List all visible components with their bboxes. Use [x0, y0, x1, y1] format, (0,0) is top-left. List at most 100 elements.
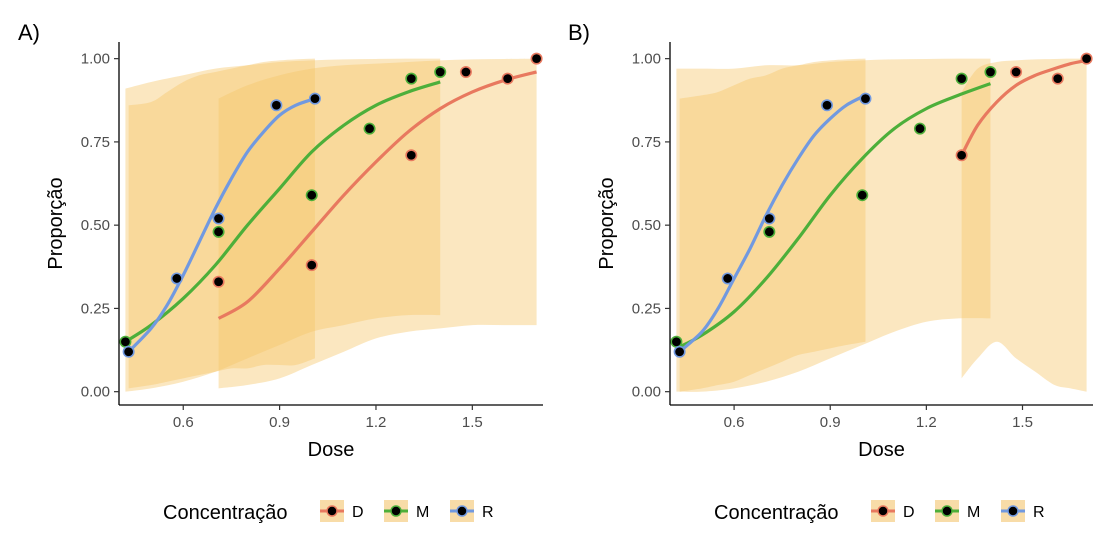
y-tick-label: 1.00	[81, 51, 110, 68]
observed-points	[670, 52, 1093, 358]
legend-key-D	[320, 500, 344, 522]
ci-band-M	[676, 58, 991, 392]
point-D	[1010, 65, 1023, 78]
point-R	[721, 272, 734, 285]
panel-tag: B)	[568, 20, 590, 45]
fit-line-D	[217, 70, 537, 320]
x-tick-label: 1.2	[366, 414, 387, 431]
fit-line-D	[960, 58, 1087, 156]
x-tick-label: 1.5	[1012, 414, 1033, 431]
y-tick-label: 0.00	[81, 384, 110, 401]
panel-tag: A)	[18, 20, 40, 45]
point-R	[673, 345, 686, 358]
x-axis-title: Dose	[858, 439, 905, 461]
legend-key-R	[1001, 500, 1025, 522]
legend-key-point	[877, 505, 889, 517]
point-D	[405, 149, 418, 162]
y-tick-label: 0.00	[632, 384, 661, 401]
point-R	[859, 92, 872, 105]
point-R	[122, 345, 135, 358]
point-M	[913, 122, 926, 135]
point-D	[1051, 72, 1064, 85]
legend-title: Concentração	[714, 502, 839, 524]
confidence-bands	[676, 58, 1087, 392]
x-tick-label: 0.9	[269, 414, 290, 431]
observed-points	[119, 52, 543, 358]
y-tick-label: 0.50	[632, 217, 661, 234]
y-tick-label: 1.00	[632, 51, 661, 68]
legend-label-D: D	[352, 504, 364, 521]
point-M	[984, 65, 997, 78]
panel-b: B) 0.00 0.25 0.50 0.75 1.00 0.6 0.9 1.2 1.5 Dose Pr…	[568, 20, 1093, 461]
legend-label-R: R	[1033, 504, 1045, 521]
y-tick-label: 0.75	[81, 134, 110, 151]
x-tick-label: 1.2	[916, 414, 937, 431]
y-tick-label: 0.50	[81, 217, 110, 234]
axes: 0.00 0.25 0.50 0.75 1.00 0.6 0.9 1.2 1.5	[81, 42, 543, 431]
point-D	[459, 65, 472, 78]
point-R	[308, 92, 321, 105]
point-D	[530, 52, 543, 65]
y-tick-label: 0.25	[81, 300, 110, 317]
point-M	[212, 225, 225, 238]
x-axis-title: Dose	[308, 439, 355, 461]
legend-label-R: R	[482, 504, 494, 521]
legend-panel-a: Concentração D M R	[163, 500, 494, 524]
legend-key-R	[450, 500, 474, 522]
legend-key-point	[390, 505, 402, 517]
panel-a: A) 0.00 0.25 0.50 0.75 1.00 0.6 0.9 1.2 1.5 Dose Pr…	[18, 20, 543, 461]
legend-title: Concentração	[163, 502, 288, 524]
y-axis-title: Proporção	[596, 177, 618, 269]
point-M	[434, 65, 447, 78]
axes: 0.00 0.25 0.50 0.75 1.00 0.6 0.9 1.2 1.5	[632, 42, 1093, 431]
fit-line-R	[127, 97, 316, 353]
point-D	[212, 275, 225, 288]
ci-band-M	[125, 58, 441, 392]
legend-panel-b: Concentração D M R	[714, 500, 1045, 524]
point-M	[305, 189, 318, 202]
x-tick-label: 0.6	[724, 414, 745, 431]
point-R	[270, 99, 283, 112]
y-tick-label: 0.25	[632, 300, 661, 317]
x-tick-label: 0.9	[820, 414, 841, 431]
point-R	[212, 212, 225, 225]
ci-band-D	[961, 58, 1087, 392]
point-M	[119, 335, 132, 348]
y-axis-title: Proporção	[45, 177, 67, 269]
fit-line-M	[675, 82, 991, 350]
point-D	[955, 149, 968, 162]
ci-band-D	[218, 58, 537, 389]
legend-key-point	[326, 505, 338, 517]
x-tick-label: 1.5	[462, 414, 483, 431]
legend-key-point	[456, 505, 468, 517]
fitted-curves	[675, 58, 1087, 353]
point-R	[170, 272, 183, 285]
point-M	[856, 189, 869, 202]
point-M	[363, 122, 376, 135]
point-M	[763, 225, 776, 238]
legend-key-point	[1007, 505, 1019, 517]
fit-line-R	[678, 93, 867, 353]
point-D	[1080, 52, 1093, 65]
point-M	[405, 72, 418, 85]
point-R	[763, 212, 776, 225]
legend-key-point	[941, 505, 953, 517]
legend-label-M: M	[967, 504, 980, 521]
x-tick-label: 0.6	[173, 414, 194, 431]
confidence-bands	[125, 58, 537, 392]
point-R	[821, 99, 834, 112]
ci-band-R	[679, 58, 866, 392]
legend-label-M: M	[416, 504, 429, 521]
legend-key-D	[871, 500, 895, 522]
legend-key-M	[935, 500, 959, 522]
fit-line-M	[124, 80, 441, 344]
legend-label-D: D	[903, 504, 915, 521]
point-D	[501, 72, 514, 85]
point-M	[955, 72, 968, 85]
point-M	[670, 335, 683, 348]
point-D	[305, 259, 318, 272]
legend-key-M	[384, 500, 408, 522]
y-tick-label: 0.75	[632, 134, 661, 151]
fitted-curves	[124, 70, 537, 353]
